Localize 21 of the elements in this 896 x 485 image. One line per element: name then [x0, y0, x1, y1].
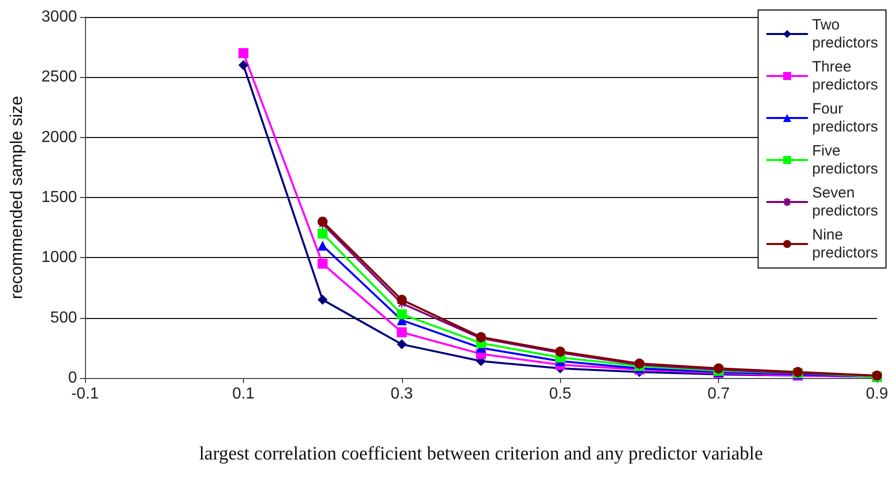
legend-label: Seven predictors: [812, 184, 878, 220]
y-tick-label: 0: [68, 370, 78, 386]
y-tick-label: 3000: [41, 8, 78, 26]
x-axis-title: largest correlation coefficient between criterion and any predictor variable: [199, 444, 763, 464]
x-tick-label: 0.7: [707, 386, 730, 402]
y-tick-label: 1500: [41, 189, 78, 206]
legend-label: Two predictors: [812, 16, 878, 52]
x-tick-label: 0.9: [866, 386, 888, 402]
legend-label: Four predictors: [812, 100, 878, 136]
y-tick-label: 2000: [41, 128, 78, 146]
x-tick-label: 0.5: [549, 386, 572, 402]
x-tick-label: 0.3: [390, 386, 414, 402]
x-tick-label: 0.1: [232, 386, 255, 402]
legend-label: Nine predictors: [812, 226, 878, 262]
x-tick-label: -0.1: [71, 386, 99, 402]
legend-label: Five predictors: [812, 142, 878, 178]
y-axis-title: recommended sample size: [7, 96, 26, 300]
legend-label: Three predictors: [812, 58, 878, 94]
y-tick-label: 1000: [41, 249, 78, 266]
y-tick-label: 2500: [41, 68, 78, 86]
y-tick-label: 500: [50, 309, 78, 326]
